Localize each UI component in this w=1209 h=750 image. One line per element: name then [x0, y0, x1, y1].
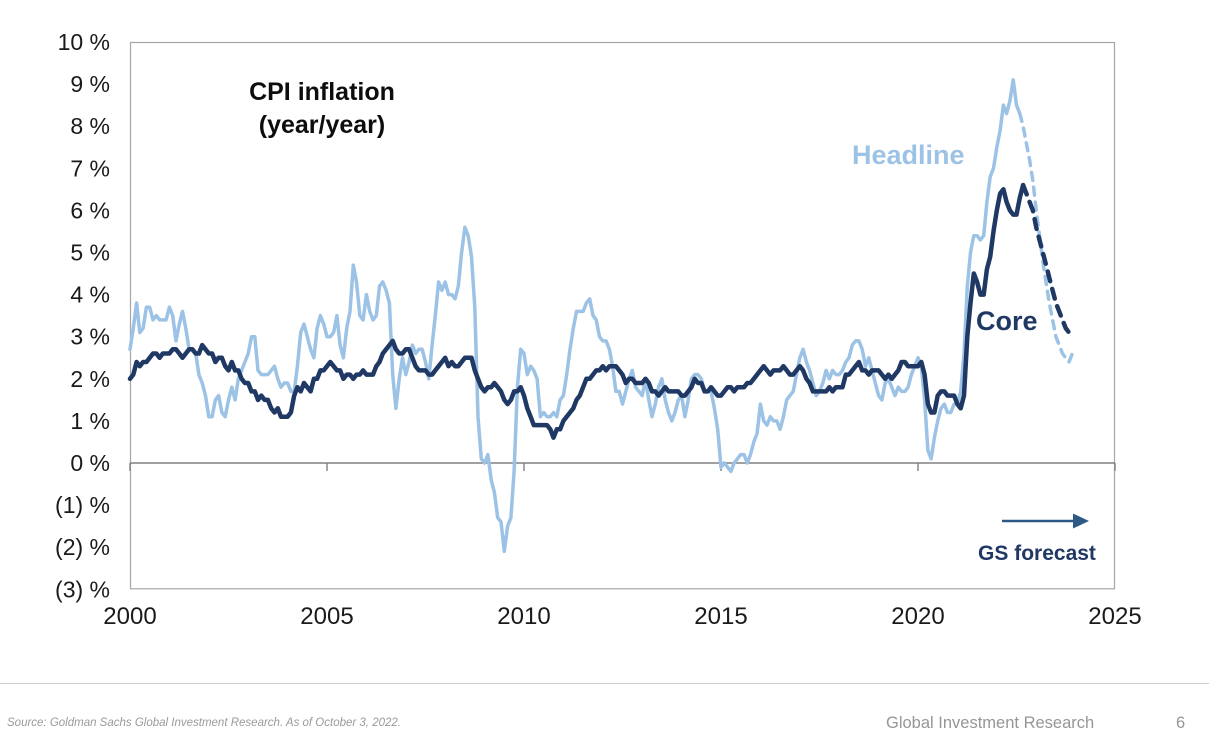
- series-core-gs-forecast: [1020, 182, 1075, 339]
- y-axis-label: (2) %: [55, 534, 110, 560]
- series-core: [127, 182, 1026, 440]
- y-axis-label: 10 %: [58, 29, 110, 55]
- gs-forecast-arrowhead: [1073, 513, 1089, 529]
- x-axis-label: 2020: [891, 603, 944, 630]
- x-axis-label: 2015: [694, 603, 747, 630]
- y-axis-label: (3) %: [55, 576, 110, 602]
- x-axis-label: 2000: [103, 603, 156, 630]
- headline-series-label: Headline: [852, 140, 965, 170]
- footer-brand: Global Investment Research: [886, 714, 1095, 732]
- series-headline-gs-forecast: [1018, 111, 1075, 364]
- core-series-label: Core: [976, 306, 1038, 336]
- footer-divider: [0, 683, 1209, 684]
- y-axis-label: (1) %: [55, 492, 110, 518]
- chart-title: CPI inflation (year/year): [212, 76, 432, 141]
- y-axis-label: 3 %: [70, 324, 110, 350]
- chart-title-line2: (year/year): [258, 110, 386, 139]
- y-axis-label: 0 %: [70, 450, 110, 476]
- y-axis-label: 8 %: [70, 113, 110, 139]
- y-axis-label: 6 %: [70, 197, 110, 223]
- chart-title-line1: CPI inflation: [249, 78, 395, 106]
- y-axis-label: 2 %: [70, 366, 110, 392]
- footer-page-number: 6: [1176, 714, 1186, 732]
- gs-forecast-label: GS forecast: [978, 542, 1096, 565]
- plot-border: [129, 41, 1116, 590]
- x-axis-label: 2005: [300, 603, 353, 630]
- y-axis-label: 9 %: [70, 71, 110, 97]
- y-axis-label: 5 %: [70, 240, 110, 266]
- y-axis-label: 4 %: [70, 282, 110, 308]
- y-axis-label: 7 %: [70, 155, 110, 181]
- x-axis-label: 2025: [1088, 603, 1141, 630]
- y-axis-label: 1 %: [70, 408, 110, 434]
- x-axis-label: 2010: [497, 603, 550, 630]
- footer-source: Source: Goldman Sachs Global Investment …: [7, 717, 401, 729]
